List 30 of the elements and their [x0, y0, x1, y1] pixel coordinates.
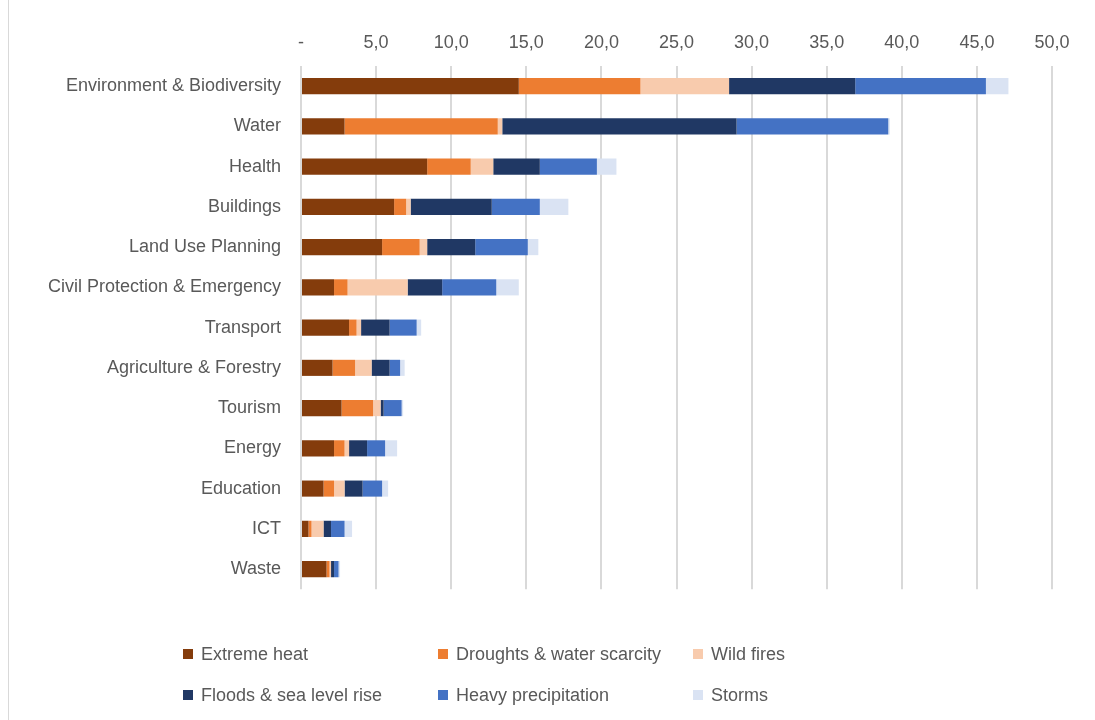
x-tick-label: 50,0	[1034, 32, 1070, 53]
x-tick-label: -	[298, 32, 304, 53]
y-tick-label: Water	[233, 115, 281, 136]
y-tick-label: Waste	[230, 558, 281, 579]
y-tick-label: Buildings	[207, 195, 281, 216]
x-tick-label: 15,0	[508, 32, 544, 53]
x-tick-label: 45,0	[959, 32, 995, 53]
x-tick-label: 35,0	[809, 32, 845, 53]
legend-label: Floods & sea level rise	[201, 684, 383, 706]
x-tick-label: 40,0	[884, 32, 920, 53]
y-tick-label: Agriculture & Forestry	[106, 356, 281, 377]
legend-label: Wild fires	[711, 643, 786, 665]
y-tick-label: Civil Protection & Emergency	[47, 276, 281, 297]
legend-label: Extreme heat	[201, 643, 309, 665]
y-tick-label: Health	[228, 155, 281, 176]
y-tick-label: ICT	[252, 517, 281, 538]
x-tick-label: 5,0	[363, 32, 389, 53]
legend-label: Heavy precipitation	[456, 684, 610, 706]
x-tick-label: 25,0	[658, 32, 695, 53]
y-tick-label: Energy	[223, 437, 281, 458]
y-tick-label: Tourism	[217, 397, 281, 418]
y-tick-label: Transport	[204, 316, 281, 337]
x-tick-label: 20,0	[583, 32, 619, 53]
x-tick-label: 10,0	[433, 32, 469, 53]
y-tick-label: Environment & Biodiversity	[65, 75, 281, 96]
x-tick-label: 30,0	[734, 32, 770, 53]
legend-label: Storms	[711, 684, 769, 706]
y-tick-label: Land Use Planning	[128, 236, 281, 257]
legend-label: Droughts & water scarcity	[456, 643, 662, 665]
y-tick-label: Education	[200, 477, 281, 498]
